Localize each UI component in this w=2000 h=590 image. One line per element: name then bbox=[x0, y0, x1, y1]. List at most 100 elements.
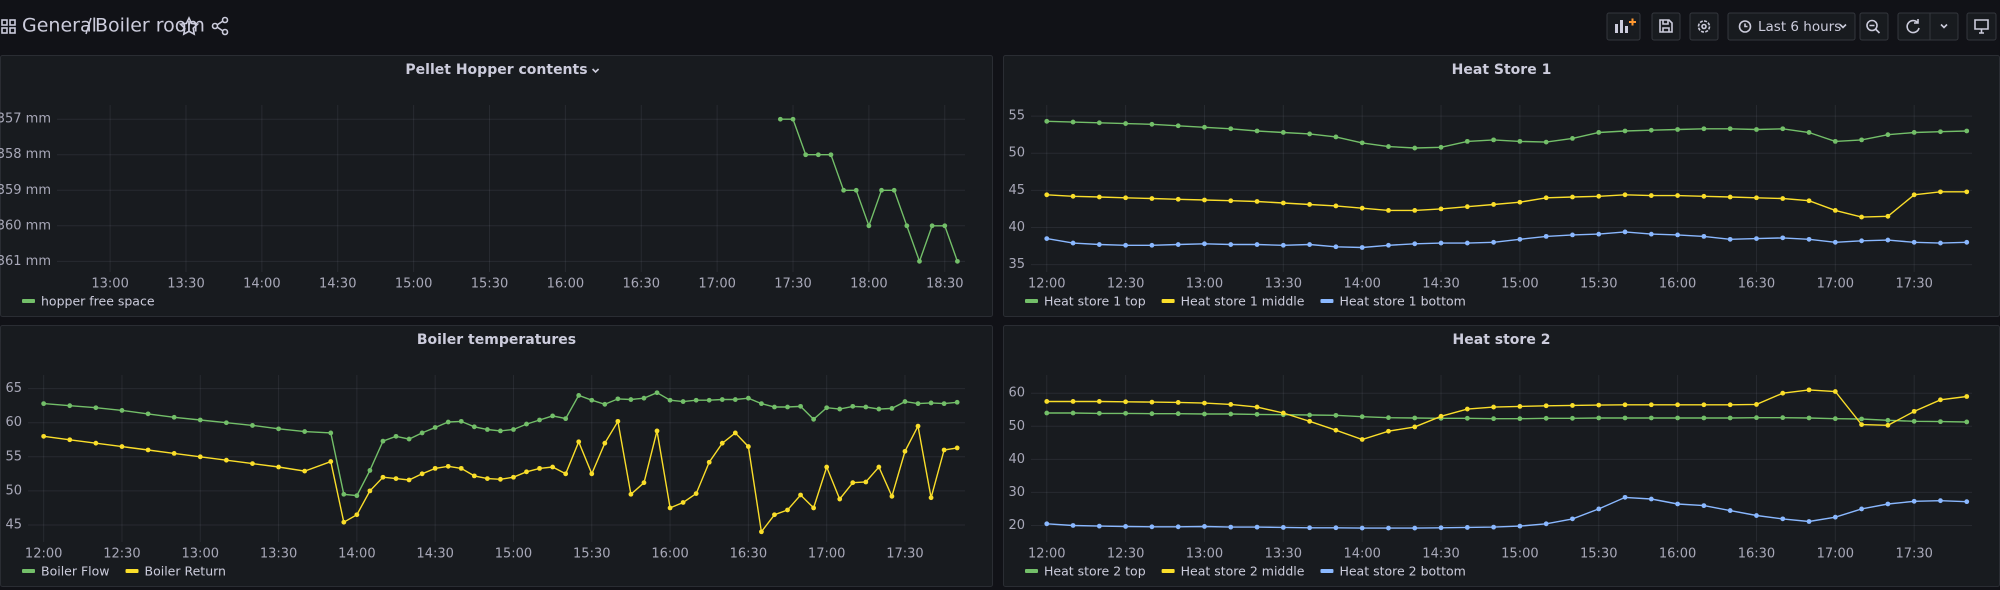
data-point bbox=[1517, 416, 1523, 422]
data-point bbox=[537, 417, 542, 423]
x-tick-label: 16:00 bbox=[547, 277, 584, 292]
data-point bbox=[328, 430, 334, 436]
data-point bbox=[1648, 496, 1654, 502]
series-line bbox=[43, 419, 958, 534]
data-point bbox=[380, 438, 386, 444]
x-tick-label: 15:30 bbox=[1580, 277, 1617, 292]
data-point bbox=[1044, 192, 1050, 198]
save-button[interactable] bbox=[1651, 12, 1681, 41]
data-point bbox=[367, 468, 373, 473]
x-tick-label: 18:30 bbox=[926, 277, 963, 292]
data-point bbox=[1202, 524, 1207, 529]
series-line bbox=[1046, 496, 1967, 529]
data-point bbox=[1648, 415, 1654, 421]
data-point bbox=[928, 495, 934, 501]
data-point bbox=[1333, 203, 1339, 209]
data-point bbox=[406, 477, 412, 483]
data-point bbox=[811, 416, 817, 422]
refresh-interval-chevron[interactable] bbox=[1940, 23, 1948, 29]
data-point bbox=[706, 397, 712, 403]
data-point bbox=[654, 428, 660, 434]
breadcrumb-folder[interactable]: General bbox=[22, 15, 97, 37]
x-tick-label: 14:00 bbox=[243, 277, 280, 292]
data-point bbox=[1307, 525, 1313, 531]
data-point bbox=[1832, 239, 1838, 245]
y-tick-label: 35 bbox=[1008, 257, 1025, 272]
data-point bbox=[1254, 199, 1260, 204]
share-button[interactable] bbox=[211, 16, 229, 36]
settings-icon-core bbox=[1701, 23, 1707, 30]
data-point bbox=[1911, 408, 1917, 414]
tv-mode-button[interactable] bbox=[1966, 12, 1997, 41]
x-tick-label: 12:30 bbox=[1107, 547, 1144, 562]
data-point bbox=[1412, 241, 1418, 247]
data-point bbox=[1517, 404, 1523, 409]
x-tick-label: 12:30 bbox=[1107, 277, 1144, 292]
y-tick-label: -361 mm bbox=[0, 254, 51, 269]
star-button[interactable] bbox=[178, 16, 200, 36]
data-point bbox=[1123, 524, 1129, 529]
settings-button[interactable] bbox=[1689, 12, 1719, 41]
data-point bbox=[458, 418, 464, 424]
series-line bbox=[1046, 191, 1967, 218]
data-point bbox=[1543, 233, 1549, 239]
data-point bbox=[1438, 413, 1444, 419]
panel: Boiler temperatures 45 50 55 60 65 12:00 12:30 1… bbox=[0, 325, 993, 587]
data-point bbox=[1727, 415, 1733, 421]
y-tick-label: -357 mm bbox=[0, 112, 51, 127]
data-point bbox=[1885, 422, 1891, 428]
data-point bbox=[145, 447, 151, 453]
data-point bbox=[904, 223, 910, 229]
data-point bbox=[1254, 404, 1260, 410]
time-picker[interactable] bbox=[1727, 12, 1856, 41]
add-panel-button[interactable] bbox=[1606, 12, 1641, 41]
data-point bbox=[1570, 403, 1575, 408]
data-point bbox=[197, 454, 203, 460]
time-range: Last 6 hours bbox=[1758, 19, 1841, 35]
legend-label: Heat store 1 bottom bbox=[1339, 294, 1465, 309]
data-point bbox=[837, 406, 843, 412]
data-point bbox=[941, 447, 947, 453]
zoom-out-button[interactable] bbox=[1859, 12, 1889, 41]
data-point bbox=[445, 463, 451, 469]
data-point bbox=[432, 465, 438, 471]
breadcrumb-separator bbox=[85, 17, 92, 35]
y-tick-label: -360 mm bbox=[0, 218, 51, 233]
data-point bbox=[589, 471, 595, 477]
data-point bbox=[1727, 126, 1733, 132]
data-point bbox=[67, 437, 73, 443]
data-point bbox=[915, 423, 921, 429]
x-tick-label: 12:00 bbox=[1028, 547, 1065, 562]
data-point bbox=[667, 397, 673, 403]
data-point bbox=[484, 427, 490, 432]
data-point bbox=[1859, 214, 1865, 220]
x-tick-label: 15:00 bbox=[495, 547, 532, 562]
data-point bbox=[719, 440, 725, 446]
data-point bbox=[824, 464, 830, 470]
panel: Heat Store 1 35 40 45 50 55 12:00 12:30 13:00 13:… bbox=[1003, 55, 2000, 317]
data-point bbox=[815, 152, 821, 158]
series-line bbox=[1046, 231, 1967, 249]
data-point bbox=[1491, 416, 1497, 422]
panel-frame bbox=[0, 55, 993, 317]
data-point bbox=[929, 223, 935, 229]
x-tick-label: 12:00 bbox=[1028, 277, 1065, 292]
data-point bbox=[954, 445, 960, 451]
data-point bbox=[1333, 412, 1339, 418]
apps-icon[interactable] bbox=[1, 19, 16, 34]
data-point bbox=[1780, 126, 1786, 132]
data-point bbox=[1307, 202, 1313, 207]
data-point bbox=[1044, 410, 1050, 416]
data-point bbox=[1622, 402, 1628, 408]
x-tick-label: 16:30 bbox=[1738, 277, 1775, 292]
y-tick-label: 50 bbox=[1008, 146, 1025, 161]
data-point bbox=[1096, 194, 1102, 200]
panel-menu-chevron[interactable] bbox=[592, 68, 600, 74]
y-tick-label: 60 bbox=[1008, 386, 1025, 401]
data-point bbox=[1254, 242, 1260, 247]
data-point bbox=[1727, 508, 1733, 513]
data-point bbox=[1780, 196, 1786, 201]
data-point bbox=[706, 459, 712, 465]
x-tick-label: 16:00 bbox=[1659, 547, 1696, 562]
data-point bbox=[1596, 415, 1602, 421]
